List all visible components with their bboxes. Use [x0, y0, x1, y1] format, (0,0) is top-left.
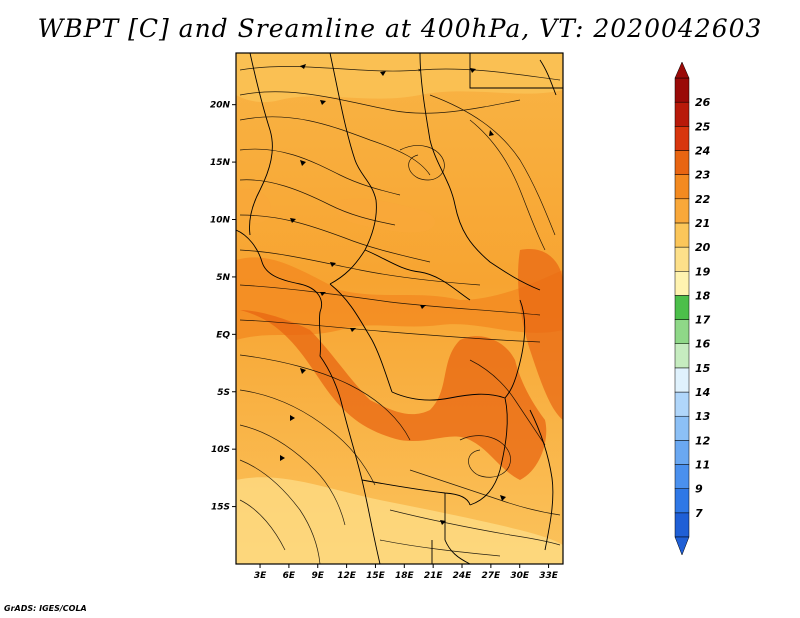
grads-credit: GrADS: IGES/COLA	[4, 604, 87, 613]
colorbar-label: 21	[695, 217, 710, 230]
lat-label: 20N	[210, 101, 231, 111]
colorbar-swatch	[674, 512, 690, 538]
lat-label: 10S	[211, 445, 230, 455]
colorbar-label: 18	[695, 289, 711, 302]
colorbar-label: 22	[695, 193, 711, 206]
colorbar-swatch	[674, 246, 690, 272]
lat-label: 10N	[210, 216, 231, 226]
lat-label: EQ	[216, 330, 230, 340]
colorbar-label: 11	[695, 459, 710, 472]
colorbar-swatch	[674, 77, 690, 103]
colorbar-swatch	[674, 198, 690, 224]
colorbar-max-arrow	[674, 61, 690, 79]
colorbar-label: 20	[695, 241, 711, 254]
colorbar-label: 17	[695, 314, 711, 327]
lon-label: 30E	[510, 571, 530, 581]
temperature-shading	[236, 53, 563, 564]
colorbar-swatch	[674, 271, 690, 296]
lat-label: 15S	[211, 503, 230, 513]
colorbar-swatch	[674, 150, 690, 175]
colorbar-swatch	[674, 126, 690, 151]
streamlines	[239, 66, 561, 564]
streamline-arrows	[280, 64, 506, 525]
colorbar-min-arrow	[674, 536, 690, 556]
colorbar-label: 26	[695, 96, 711, 109]
colorbar-label: 7	[695, 507, 703, 520]
latitude-axis: 20N 15N 10N 5N EQ 5S 10S 15S	[210, 101, 236, 513]
lon-label: 33E	[539, 571, 559, 581]
colorbar-label: 24	[695, 144, 710, 157]
colorbar-swatch	[674, 391, 690, 417]
lon-label: 21E	[424, 571, 444, 581]
colorbar-swatch	[674, 174, 690, 200]
lon-label: 12E	[337, 571, 357, 581]
colorbar-label: 13	[695, 410, 711, 423]
colorbar-label: 15	[695, 362, 711, 375]
map-panel	[236, 53, 563, 564]
colorbar-swatch	[674, 415, 690, 441]
lat-label: 5N	[216, 273, 230, 283]
colorbar-swatch	[674, 343, 690, 369]
colorbar: 7 9 11 12 13 14 15 16 17 18 19 20 21 22 23 24 25 26	[674, 61, 711, 556]
colorbar-label: 14	[695, 386, 710, 399]
lon-label: 27E	[482, 571, 502, 581]
lon-label: 6E	[283, 571, 296, 581]
lon-label: 9E	[312, 571, 325, 581]
lat-label: 5S	[217, 388, 230, 398]
colorbar-swatch	[674, 367, 690, 393]
lon-label: 15E	[366, 571, 386, 581]
lat-label: 15N	[210, 158, 231, 168]
colorbar-swatch	[674, 440, 690, 465]
colorbar-label: 25	[695, 120, 711, 133]
colorbar-swatch	[674, 295, 690, 320]
colorbar-swatch	[674, 222, 690, 248]
colorbar-swatch	[674, 319, 690, 344]
colorbar-label: 16	[695, 338, 711, 351]
map-frame	[235, 52, 564, 565]
colorbar-label: 9	[695, 483, 703, 496]
colorbar-label: 23	[695, 169, 711, 182]
colorbar-swatch	[674, 101, 690, 127]
longitude-axis: 3E 6E 9E 12E 15E 18E 21E 24E 27E 30E 33E	[254, 564, 559, 581]
colorbar-label: 12	[695, 434, 711, 447]
map-title: WBPT [C] and Sreamline at 400hPa, VT: 20…	[37, 14, 763, 43]
colorbar-label: 19	[695, 265, 711, 278]
colorbar-swatch	[674, 464, 690, 489]
colorbar-swatch	[674, 488, 690, 514]
lon-label: 3E	[254, 571, 267, 581]
lon-label: 24E	[453, 571, 473, 581]
lon-label: 18E	[395, 571, 415, 581]
country-borders	[236, 53, 563, 564]
